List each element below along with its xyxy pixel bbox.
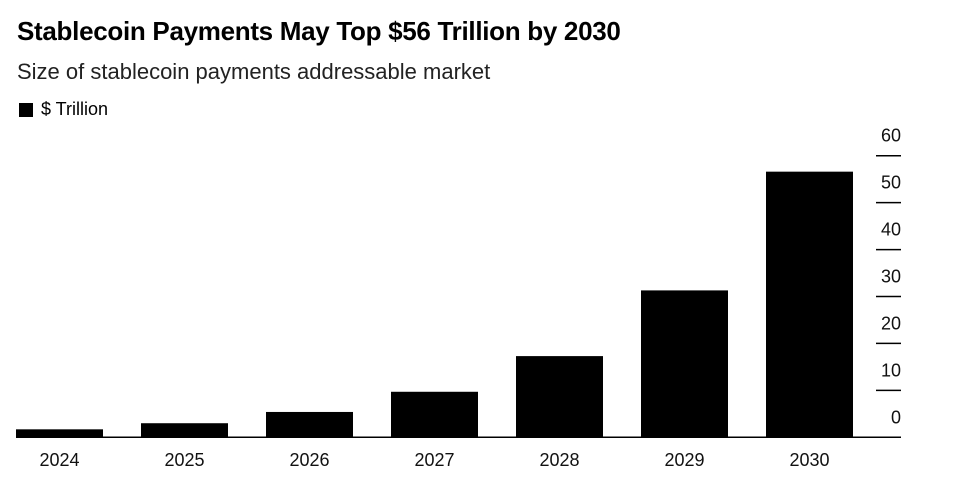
x-tick-label-2024: 2024 bbox=[39, 450, 79, 470]
bar-2028 bbox=[516, 356, 603, 438]
y-tick-label-20: 20 bbox=[881, 313, 901, 333]
chart-title: Stablecoin Payments May Top $56 Trillion… bbox=[17, 16, 621, 46]
bar-2025 bbox=[141, 423, 228, 438]
y-tick-label-30: 30 bbox=[881, 267, 901, 287]
x-tick-label-2025: 2025 bbox=[164, 450, 204, 470]
y-tick-label-60: 60 bbox=[881, 126, 901, 146]
y-tick-label-40: 40 bbox=[881, 220, 901, 240]
x-tick-label-2027: 2027 bbox=[414, 450, 454, 470]
bar-2027 bbox=[391, 391, 478, 438]
x-tick-label-2026: 2026 bbox=[289, 450, 329, 470]
x-tick-label-2030: 2030 bbox=[789, 450, 829, 470]
bar-2030 bbox=[766, 171, 853, 438]
chart-subtitle: Size of stablecoin payments addressable … bbox=[17, 59, 491, 84]
y-tick-label-10: 10 bbox=[881, 360, 901, 380]
y-tick-label-0: 0 bbox=[891, 407, 901, 427]
bar-2026 bbox=[266, 411, 353, 438]
legend-label: $ Trillion bbox=[41, 99, 109, 119]
x-tick-label-2028: 2028 bbox=[539, 450, 579, 470]
legend: $ Trillion bbox=[19, 99, 108, 120]
legend-swatch bbox=[19, 102, 33, 117]
bar-2024 bbox=[16, 429, 103, 438]
x-tick-label-2029: 2029 bbox=[664, 450, 704, 470]
bar-2029 bbox=[641, 290, 728, 438]
y-tick-label-50: 50 bbox=[881, 173, 901, 193]
